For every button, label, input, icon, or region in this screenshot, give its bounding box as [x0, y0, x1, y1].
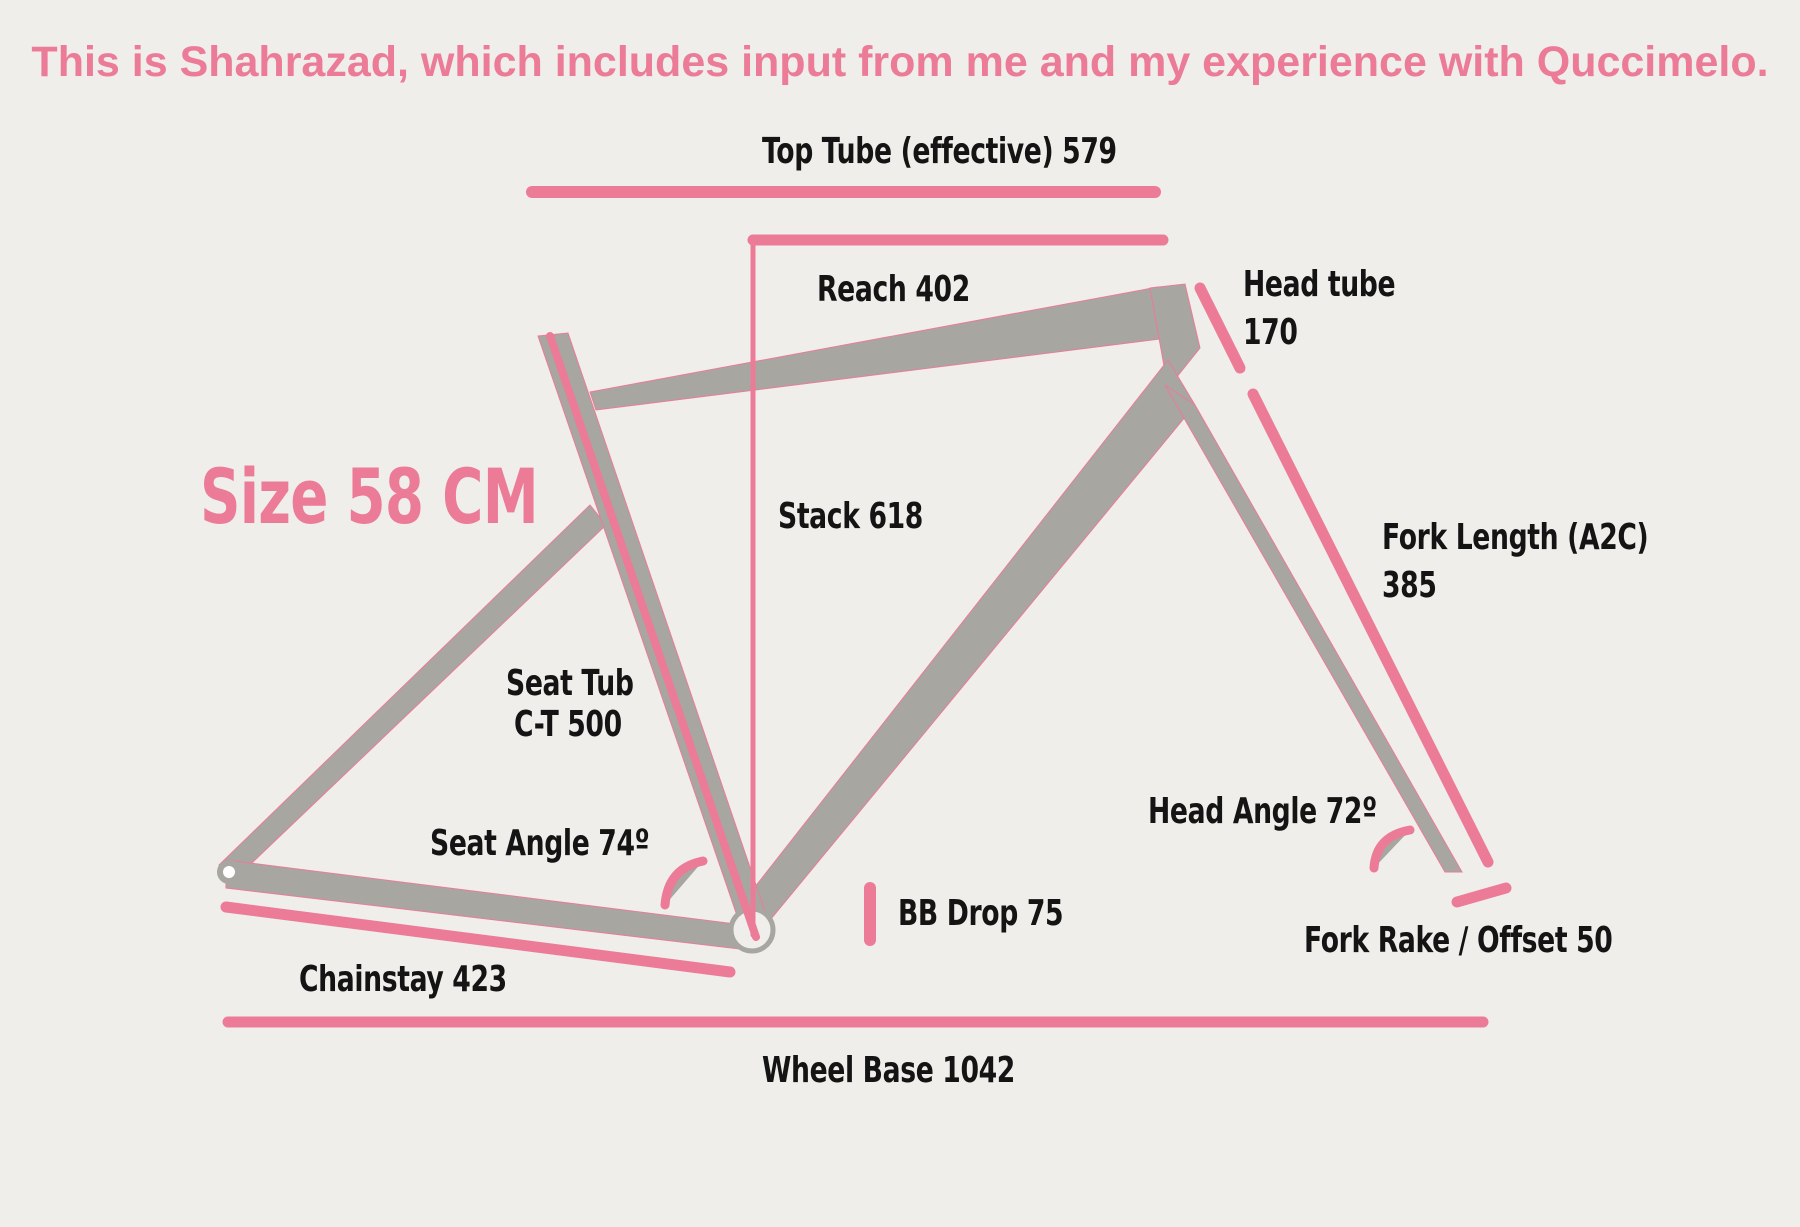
frame-size-label: Size 58 CM: [200, 452, 539, 541]
head-angle-label: Head Angle 72º: [1148, 791, 1377, 832]
head-tube-measure-line: [1194, 282, 1246, 374]
fork-length-label-line1: Fork Length (A2C): [1382, 517, 1649, 558]
seat-tube-measure-line: [546, 332, 760, 941]
rear-dropout: [217, 860, 241, 884]
down-tube-shape: [739, 359, 1196, 926]
fork-rake-label: Fork Rake / Offset 50: [1304, 920, 1613, 961]
head-tube-label-line2: 170: [1243, 312, 1298, 353]
wheel-base-label: Wheel Base 1042: [762, 1050, 1015, 1091]
seat-angle-label: Seat Angle 74º: [430, 823, 650, 864]
seat-tube-label-line1: Seat Tub: [506, 663, 634, 704]
top-tube-label: Top Tube (effective) 579: [762, 131, 1117, 172]
head-angle-arc: [1369, 825, 1415, 873]
fork-length-label-line2: 385: [1382, 565, 1437, 606]
stack-label: Stack 618: [778, 496, 923, 537]
head-tube-label-line1: Head tube: [1243, 264, 1396, 305]
fork-length-measure-line: [1247, 388, 1494, 868]
fork-blade-shape: [1164, 384, 1463, 873]
reach-label: Reach 402: [817, 269, 970, 310]
chainstay-measure-line: [220, 901, 736, 978]
head-tube-shape: [1149, 283, 1201, 390]
seat-tube-label-line2: C-T 500: [514, 704, 622, 745]
header-caption: This is Shahrazad, which includes input …: [0, 38, 1800, 87]
header-text: This is Shahrazad, which includes input …: [31, 38, 1769, 86]
bb-drop-label: BB Drop 75: [898, 893, 1064, 934]
chainstay-label: Chainstay 423: [299, 959, 507, 1000]
fork-rake-measure-line: [1451, 882, 1512, 908]
seat-angle-arc: [660, 856, 708, 910]
